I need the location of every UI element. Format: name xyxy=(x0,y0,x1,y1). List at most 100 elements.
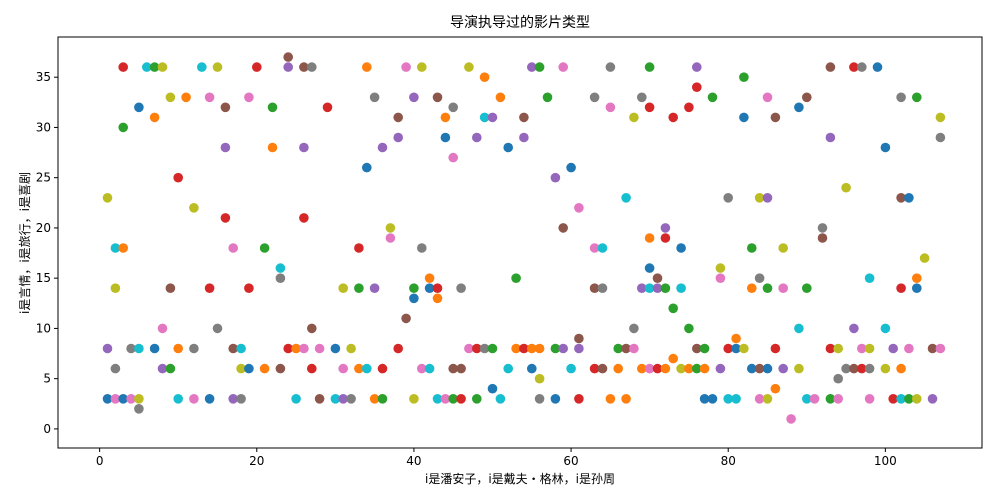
data-point xyxy=(527,343,537,354)
data-point xyxy=(739,112,749,123)
data-point xyxy=(660,283,671,294)
x-tick-label: 0 xyxy=(96,454,104,468)
data-point xyxy=(880,142,891,153)
data-point xyxy=(527,62,537,72)
data-point xyxy=(204,394,215,404)
data-point xyxy=(912,394,922,404)
data-point xyxy=(212,62,223,72)
data-point xyxy=(464,343,474,354)
data-point xyxy=(354,243,364,253)
data-point xyxy=(307,323,317,334)
data-point xyxy=(739,72,749,82)
data-point xyxy=(692,363,702,374)
data-point xyxy=(809,394,820,404)
data-point xyxy=(424,283,435,294)
data-point xyxy=(189,394,199,404)
data-point xyxy=(684,323,694,334)
x-tick-label: 100 xyxy=(874,454,897,468)
data-point xyxy=(857,343,867,354)
data-point xyxy=(204,92,215,103)
data-point xyxy=(605,62,616,72)
data-point xyxy=(896,363,906,374)
data-point xyxy=(142,62,152,72)
data-point xyxy=(825,132,836,143)
data-point xyxy=(362,162,372,173)
data-point xyxy=(527,363,537,374)
data-point xyxy=(770,383,781,394)
data-point xyxy=(574,203,584,213)
data-point xyxy=(778,243,788,253)
data-point xyxy=(802,283,812,294)
data-point xyxy=(904,343,914,354)
data-point xyxy=(236,394,246,404)
data-point xyxy=(723,343,733,354)
data-point xyxy=(456,363,466,374)
data-point xyxy=(864,394,875,404)
data-point xyxy=(864,273,875,284)
data-point xyxy=(314,343,325,354)
data-point xyxy=(747,283,757,294)
data-point xyxy=(157,62,168,72)
y-tick-label: 30 xyxy=(36,120,51,134)
data-point xyxy=(904,193,914,203)
data-point xyxy=(165,363,176,374)
data-point xyxy=(189,343,199,354)
data-point xyxy=(118,243,128,253)
data-point xyxy=(550,172,561,183)
data-point xyxy=(558,62,568,72)
data-point xyxy=(338,363,349,374)
data-point xyxy=(574,394,584,404)
data-point xyxy=(181,92,191,103)
data-point xyxy=(126,394,136,404)
data-point xyxy=(102,394,113,404)
data-point xyxy=(440,112,451,123)
data-point xyxy=(935,343,946,354)
data-point xyxy=(707,394,718,404)
data-point xyxy=(259,363,270,374)
data-point xyxy=(299,142,309,153)
data-point xyxy=(833,343,843,354)
data-point xyxy=(770,343,781,354)
data-point xyxy=(692,62,702,72)
data-point xyxy=(448,152,459,163)
data-point xyxy=(432,92,443,103)
data-point xyxy=(346,394,356,404)
data-point xyxy=(754,394,765,404)
data-point xyxy=(275,363,286,374)
data-point xyxy=(149,343,160,354)
data-point xyxy=(841,182,851,193)
data-point xyxy=(864,343,875,354)
data-point xyxy=(377,363,388,374)
data-point xyxy=(597,283,608,294)
data-point xyxy=(456,394,466,404)
data-point xyxy=(212,323,223,334)
data-point xyxy=(605,102,616,113)
data-point xyxy=(110,394,121,404)
data-point xyxy=(644,363,655,374)
data-point xyxy=(134,102,144,113)
data-point xyxy=(244,283,254,294)
data-point xyxy=(652,273,663,284)
data-point xyxy=(393,132,404,143)
y-tick-label: 10 xyxy=(36,321,51,335)
data-point xyxy=(849,323,859,334)
data-point xyxy=(346,343,356,354)
data-point xyxy=(542,92,553,103)
y-tick-label: 25 xyxy=(36,171,51,185)
data-point xyxy=(927,343,938,354)
y-axis: 0 5 10 15 20 25 30 35 xyxy=(36,70,58,436)
data-point xyxy=(558,343,568,354)
data-point xyxy=(244,92,254,103)
data-point xyxy=(833,373,843,384)
data-point xyxy=(778,363,788,374)
data-point xyxy=(448,363,459,374)
data-point xyxy=(487,112,498,123)
data-point xyxy=(165,92,176,103)
data-point xyxy=(684,363,694,374)
data-point xyxy=(660,233,671,243)
data-point xyxy=(102,193,113,203)
data-point xyxy=(417,363,427,374)
data-point xyxy=(534,394,545,404)
data-point xyxy=(566,363,576,374)
